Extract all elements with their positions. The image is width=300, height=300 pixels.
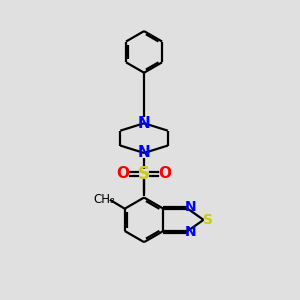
Text: CH₃: CH₃ [94,193,116,206]
Text: N: N [184,226,196,239]
Text: N: N [138,116,150,131]
Text: O: O [158,166,171,181]
Text: S: S [138,165,150,183]
Text: S: S [203,213,213,227]
Text: N: N [184,200,196,214]
Text: N: N [138,146,150,160]
Text: O: O [117,166,130,181]
